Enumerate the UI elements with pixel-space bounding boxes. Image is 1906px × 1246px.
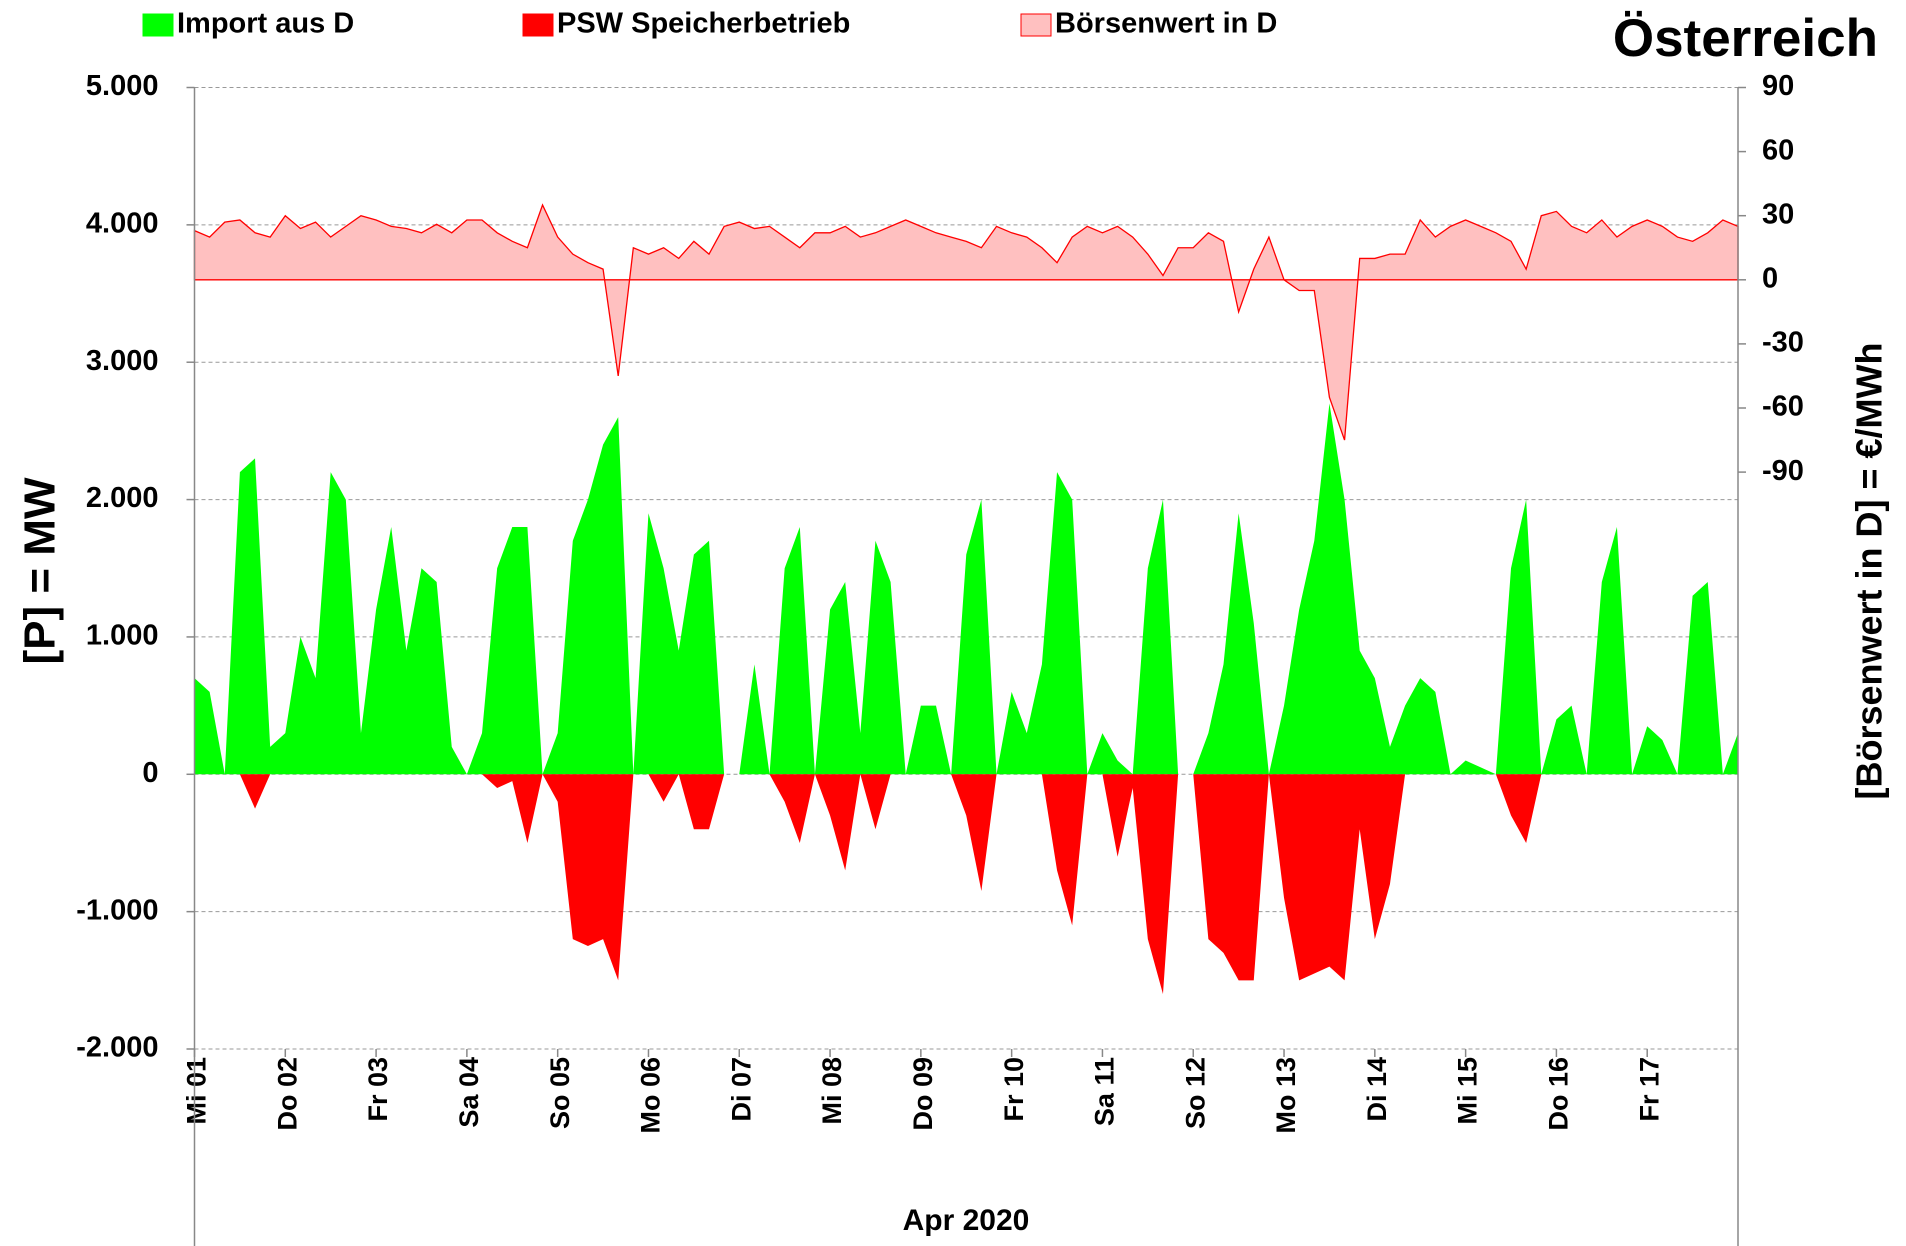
y-tick-label: -2.000 xyxy=(76,1032,158,1064)
legend-swatch xyxy=(522,13,554,37)
x-tick-label: Fr 10 xyxy=(999,1057,1029,1122)
x-tick-label: Fr 17 xyxy=(1634,1057,1664,1122)
y-tick-label: 0 xyxy=(142,757,158,789)
x-tick-label: Fr 03 xyxy=(363,1057,393,1122)
y2-tick-label: 60 xyxy=(1762,134,1794,166)
x-tick-label: So 12 xyxy=(1180,1057,1210,1129)
y-tick-label: 5.000 xyxy=(86,70,159,102)
y-tick-label: -1.000 xyxy=(76,894,158,926)
x-tick-label: Sa 04 xyxy=(454,1057,484,1128)
legend-label: PSW Speicherbetrieb xyxy=(557,8,850,40)
area-series xyxy=(193,203,1739,441)
legend-label: Börsenwert in D xyxy=(1055,8,1277,40)
chart-title: Österreich xyxy=(1613,9,1878,68)
y-tick-label: 3.000 xyxy=(86,345,159,377)
y-tick-label: 2.000 xyxy=(86,482,159,514)
x-tick-label: Mi 08 xyxy=(817,1057,847,1125)
x-tick-label: Mo 06 xyxy=(636,1057,666,1134)
x-tick-label: So 05 xyxy=(545,1057,575,1129)
area-series xyxy=(194,774,1738,995)
y-tick-label: 4.000 xyxy=(86,208,159,240)
legend-swatch xyxy=(1020,13,1052,37)
y2-tick-label: -30 xyxy=(1762,327,1804,359)
y2-tick-label: 30 xyxy=(1762,198,1794,230)
y2-tick-label: 0 xyxy=(1762,262,1778,294)
x-tick-label: Do 02 xyxy=(272,1057,302,1131)
x-tick-label: Mi 15 xyxy=(1453,1057,1483,1125)
x-tick-label: Sa 11 xyxy=(1090,1057,1120,1126)
x-axis-label: Apr 2020 xyxy=(903,1204,1030,1237)
y2-tick-label: -60 xyxy=(1762,391,1804,423)
y2-tick-label: 90 xyxy=(1762,70,1794,102)
y2-axis-label: [Börsenwert in D] = €/MWh xyxy=(1849,342,1890,799)
x-tick-label: Mo 13 xyxy=(1271,1057,1301,1134)
legend-label: Import aus D xyxy=(177,8,354,40)
x-tick-label: Do 09 xyxy=(908,1057,938,1131)
area-series xyxy=(194,403,1738,775)
y-axis-label: [P] = MW xyxy=(16,477,65,664)
plot-area xyxy=(193,87,1739,1050)
x-tick-label: Do 16 xyxy=(1544,1057,1574,1131)
legend-swatch xyxy=(142,13,174,37)
x-tick-label: Di 07 xyxy=(726,1057,756,1122)
y2-tick-label: -90 xyxy=(1762,455,1804,487)
x-tick-label: Di 14 xyxy=(1362,1057,1392,1122)
x-tick-label: Mi 01 xyxy=(182,1057,212,1125)
y-tick-label: 1.000 xyxy=(86,620,159,652)
